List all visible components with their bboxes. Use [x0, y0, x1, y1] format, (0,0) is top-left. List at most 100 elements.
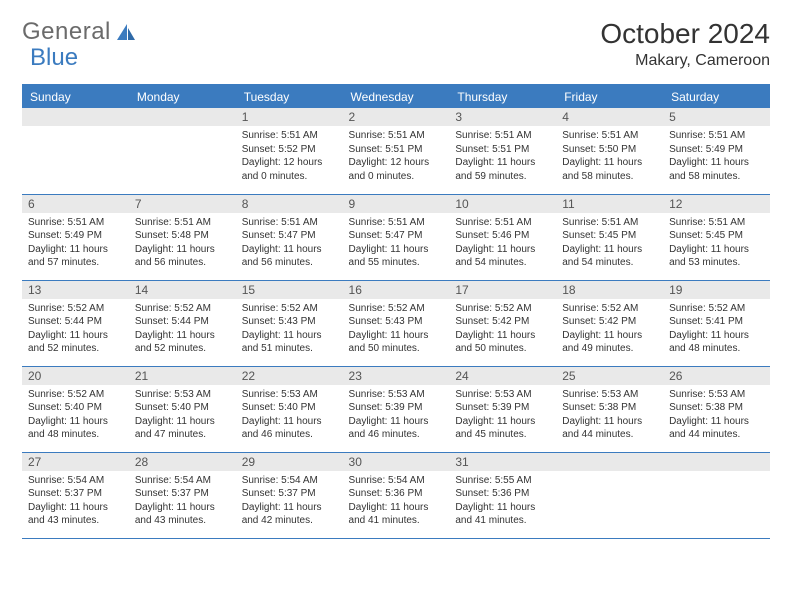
day-number: 3 — [449, 108, 556, 126]
calendar-cell: 16Sunrise: 5:52 AMSunset: 5:43 PMDayligh… — [343, 280, 450, 366]
day-details: Sunrise: 5:51 AMSunset: 5:46 PMDaylight:… — [449, 213, 556, 274]
location: Makary, Cameroon — [600, 52, 770, 70]
calendar-cell: 25Sunrise: 5:53 AMSunset: 5:38 PMDayligh… — [556, 366, 663, 452]
day-details: Sunrise: 5:51 AMSunset: 5:49 PMDaylight:… — [663, 126, 770, 187]
calendar-cell: 2Sunrise: 5:51 AMSunset: 5:51 PMDaylight… — [343, 108, 450, 194]
day-details: Sunrise: 5:55 AMSunset: 5:36 PMDaylight:… — [449, 471, 556, 532]
day-number: 26 — [663, 367, 770, 385]
day-number: 13 — [22, 281, 129, 299]
day-number: 4 — [556, 108, 663, 126]
day-number: 29 — [236, 453, 343, 471]
day-number: 12 — [663, 195, 770, 213]
day-details: Sunrise: 5:53 AMSunset: 5:40 PMDaylight:… — [129, 385, 236, 446]
calendar-cell: 8Sunrise: 5:51 AMSunset: 5:47 PMDaylight… — [236, 194, 343, 280]
calendar-row: 27Sunrise: 5:54 AMSunset: 5:37 PMDayligh… — [22, 452, 770, 538]
calendar-cell: 23Sunrise: 5:53 AMSunset: 5:39 PMDayligh… — [343, 366, 450, 452]
calendar-cell — [22, 108, 129, 194]
calendar-cell — [663, 452, 770, 538]
calendar-cell: 1Sunrise: 5:51 AMSunset: 5:52 PMDaylight… — [236, 108, 343, 194]
day-number: 30 — [343, 453, 450, 471]
day-number: 28 — [129, 453, 236, 471]
day-details: Sunrise: 5:53 AMSunset: 5:39 PMDaylight:… — [343, 385, 450, 446]
calendar-cell: 19Sunrise: 5:52 AMSunset: 5:41 PMDayligh… — [663, 280, 770, 366]
day-number: 27 — [22, 453, 129, 471]
calendar-cell — [129, 108, 236, 194]
weekday-header: Saturday — [663, 85, 770, 108]
calendar-cell: 7Sunrise: 5:51 AMSunset: 5:48 PMDaylight… — [129, 194, 236, 280]
calendar-cell: 29Sunrise: 5:54 AMSunset: 5:37 PMDayligh… — [236, 452, 343, 538]
day-details: Sunrise: 5:51 AMSunset: 5:50 PMDaylight:… — [556, 126, 663, 187]
calendar-cell: 22Sunrise: 5:53 AMSunset: 5:40 PMDayligh… — [236, 366, 343, 452]
day-details: Sunrise: 5:54 AMSunset: 5:37 PMDaylight:… — [236, 471, 343, 532]
calendar-cell: 10Sunrise: 5:51 AMSunset: 5:46 PMDayligh… — [449, 194, 556, 280]
calendar-table: Sunday Monday Tuesday Wednesday Thursday… — [22, 84, 770, 539]
day-number: 2 — [343, 108, 450, 126]
day-details: Sunrise: 5:51 AMSunset: 5:48 PMDaylight:… — [129, 213, 236, 274]
day-details: Sunrise: 5:52 AMSunset: 5:43 PMDaylight:… — [343, 299, 450, 360]
day-details: Sunrise: 5:53 AMSunset: 5:40 PMDaylight:… — [236, 385, 343, 446]
day-number-empty — [22, 108, 129, 126]
weekday-header: Monday — [129, 85, 236, 108]
day-number: 15 — [236, 281, 343, 299]
day-number: 17 — [449, 281, 556, 299]
calendar-row: 6Sunrise: 5:51 AMSunset: 5:49 PMDaylight… — [22, 194, 770, 280]
day-number: 18 — [556, 281, 663, 299]
day-details: Sunrise: 5:51 AMSunset: 5:51 PMDaylight:… — [343, 126, 450, 187]
day-number: 25 — [556, 367, 663, 385]
calendar-cell: 31Sunrise: 5:55 AMSunset: 5:36 PMDayligh… — [449, 452, 556, 538]
day-number: 19 — [663, 281, 770, 299]
weekday-header: Wednesday — [343, 85, 450, 108]
day-details: Sunrise: 5:51 AMSunset: 5:47 PMDaylight:… — [343, 213, 450, 274]
calendar-cell: 9Sunrise: 5:51 AMSunset: 5:47 PMDaylight… — [343, 194, 450, 280]
logo-text-a: General — [22, 18, 111, 46]
day-number: 20 — [22, 367, 129, 385]
weekday-header: Tuesday — [236, 85, 343, 108]
day-number: 6 — [22, 195, 129, 213]
day-number-empty — [129, 108, 236, 126]
day-details: Sunrise: 5:51 AMSunset: 5:52 PMDaylight:… — [236, 126, 343, 187]
day-number: 10 — [449, 195, 556, 213]
day-number: 24 — [449, 367, 556, 385]
calendar-row: 20Sunrise: 5:52 AMSunset: 5:40 PMDayligh… — [22, 366, 770, 452]
day-details: Sunrise: 5:53 AMSunset: 5:38 PMDaylight:… — [556, 385, 663, 446]
calendar-cell: 11Sunrise: 5:51 AMSunset: 5:45 PMDayligh… — [556, 194, 663, 280]
logo-text-b: Blue — [30, 44, 78, 72]
calendar-cell: 4Sunrise: 5:51 AMSunset: 5:50 PMDaylight… — [556, 108, 663, 194]
day-number: 16 — [343, 281, 450, 299]
calendar-cell: 20Sunrise: 5:52 AMSunset: 5:40 PMDayligh… — [22, 366, 129, 452]
weekday-header: Thursday — [449, 85, 556, 108]
day-number: 14 — [129, 281, 236, 299]
day-details: Sunrise: 5:52 AMSunset: 5:42 PMDaylight:… — [556, 299, 663, 360]
day-number: 22 — [236, 367, 343, 385]
day-details: Sunrise: 5:51 AMSunset: 5:45 PMDaylight:… — [556, 213, 663, 274]
calendar-cell: 5Sunrise: 5:51 AMSunset: 5:49 PMDaylight… — [663, 108, 770, 194]
day-details: Sunrise: 5:52 AMSunset: 5:44 PMDaylight:… — [129, 299, 236, 360]
day-details: Sunrise: 5:52 AMSunset: 5:41 PMDaylight:… — [663, 299, 770, 360]
month-title: October 2024 — [600, 18, 770, 50]
calendar-row: 13Sunrise: 5:52 AMSunset: 5:44 PMDayligh… — [22, 280, 770, 366]
calendar-cell: 17Sunrise: 5:52 AMSunset: 5:42 PMDayligh… — [449, 280, 556, 366]
day-details: Sunrise: 5:52 AMSunset: 5:42 PMDaylight:… — [449, 299, 556, 360]
day-number: 11 — [556, 195, 663, 213]
calendar-cell: 18Sunrise: 5:52 AMSunset: 5:42 PMDayligh… — [556, 280, 663, 366]
calendar-cell: 3Sunrise: 5:51 AMSunset: 5:51 PMDaylight… — [449, 108, 556, 194]
calendar-cell: 27Sunrise: 5:54 AMSunset: 5:37 PMDayligh… — [22, 452, 129, 538]
day-details: Sunrise: 5:51 AMSunset: 5:45 PMDaylight:… — [663, 213, 770, 274]
calendar-row: 1Sunrise: 5:51 AMSunset: 5:52 PMDaylight… — [22, 108, 770, 194]
calendar-cell: 26Sunrise: 5:53 AMSunset: 5:38 PMDayligh… — [663, 366, 770, 452]
day-number-empty — [663, 453, 770, 471]
calendar-cell: 12Sunrise: 5:51 AMSunset: 5:45 PMDayligh… — [663, 194, 770, 280]
day-number: 31 — [449, 453, 556, 471]
day-details: Sunrise: 5:53 AMSunset: 5:39 PMDaylight:… — [449, 385, 556, 446]
calendar-cell: 21Sunrise: 5:53 AMSunset: 5:40 PMDayligh… — [129, 366, 236, 452]
day-details: Sunrise: 5:54 AMSunset: 5:37 PMDaylight:… — [129, 471, 236, 532]
day-number: 21 — [129, 367, 236, 385]
calendar-cell: 14Sunrise: 5:52 AMSunset: 5:44 PMDayligh… — [129, 280, 236, 366]
day-number: 5 — [663, 108, 770, 126]
logo: General — [22, 18, 137, 46]
day-details: Sunrise: 5:51 AMSunset: 5:51 PMDaylight:… — [449, 126, 556, 187]
weekday-header: Friday — [556, 85, 663, 108]
day-number-empty — [556, 453, 663, 471]
day-details: Sunrise: 5:51 AMSunset: 5:47 PMDaylight:… — [236, 213, 343, 274]
logo-sail-icon — [115, 22, 137, 42]
